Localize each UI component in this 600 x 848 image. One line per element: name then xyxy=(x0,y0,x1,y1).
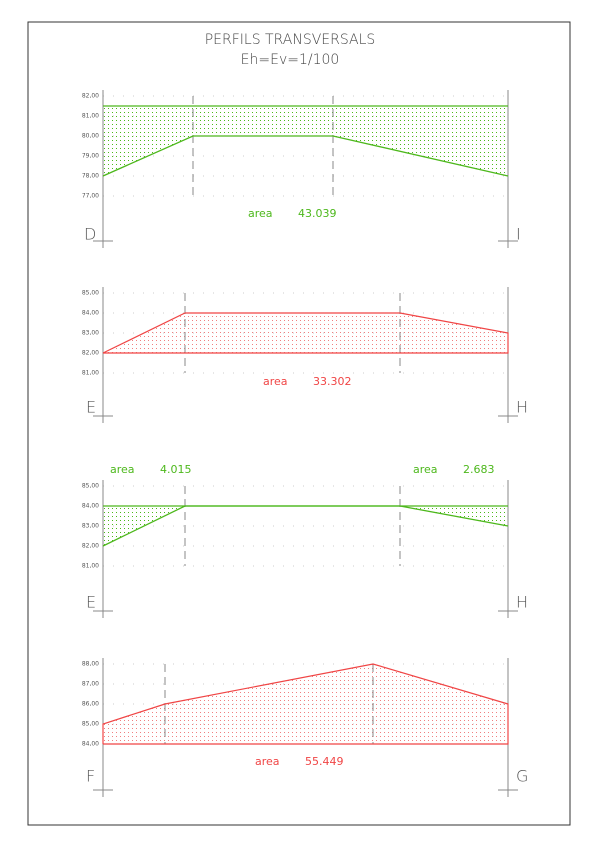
tick-label: 79,00 xyxy=(82,153,99,160)
tick-label: 82,00 xyxy=(82,350,99,357)
tick-label: 86,00 xyxy=(82,701,99,708)
tick-label: 88,00 xyxy=(82,661,99,668)
tick-label: 80,00 xyxy=(82,133,99,140)
area-label: area xyxy=(263,375,288,388)
station-right: I xyxy=(516,225,521,244)
area-label: area xyxy=(110,463,135,476)
tick-label: 81,00 xyxy=(82,113,99,120)
tick-label: 82,00 xyxy=(82,543,99,550)
section: 85,00 84,00 83,00 82,00 81,00 area 33.30… xyxy=(82,287,528,423)
area-value: 55.449 xyxy=(305,755,344,768)
title: PERFILS TRANSVERSALS xyxy=(205,32,376,48)
station-right: G xyxy=(516,767,528,786)
area-label: area xyxy=(255,755,280,768)
area-label: area xyxy=(248,207,273,220)
station-left: F xyxy=(86,767,95,786)
tick-label: 85,00 xyxy=(82,483,99,490)
area-value: 33.302 xyxy=(313,375,352,388)
station-left: E xyxy=(86,398,96,417)
tick-label: 84,00 xyxy=(82,741,99,748)
area-value: 2.683 xyxy=(463,463,495,476)
tick-label: 84,00 xyxy=(82,503,99,510)
scale: Eh=Ev=1/100 xyxy=(241,52,340,68)
tick-label: 85,00 xyxy=(82,721,99,728)
station-right: H xyxy=(516,593,528,612)
profile-line xyxy=(102,663,509,745)
section: 85,00 84,00 83,00 82,00 81,00 area 4.015… xyxy=(82,463,528,618)
tick-label: 82,00 xyxy=(82,93,99,100)
station-left: E xyxy=(86,593,96,612)
profile-line xyxy=(102,312,509,354)
tick-label: 83,00 xyxy=(82,523,99,530)
area-label: area xyxy=(413,463,438,476)
area-value: 4.015 xyxy=(160,463,192,476)
fill-area xyxy=(103,313,508,353)
sheet-border xyxy=(27,21,571,826)
area-value: 43.039 xyxy=(298,207,337,220)
terrain-line xyxy=(102,505,509,547)
section: 82,00 81,00 80,00 79,00 78,00 77,00 area… xyxy=(82,90,521,248)
tick-label: 81,00 xyxy=(82,370,99,377)
tick-label: 85,00 xyxy=(82,290,99,297)
station-right: H xyxy=(516,398,528,417)
fill-area xyxy=(103,106,508,176)
tick-label: 78,00 xyxy=(82,173,99,180)
fill-area xyxy=(103,664,508,744)
section: 88,00 87,00 86,00 85,00 84,00 area 55.44… xyxy=(82,658,528,797)
tick-label: 83,00 xyxy=(82,330,99,337)
tick-label: 84,00 xyxy=(82,310,99,317)
tick-label: 77,00 xyxy=(82,193,99,200)
station-left: D xyxy=(84,225,96,244)
tick-label: 87,00 xyxy=(82,681,99,688)
terrain-line xyxy=(102,135,509,177)
tick-label: 81,00 xyxy=(82,563,99,570)
